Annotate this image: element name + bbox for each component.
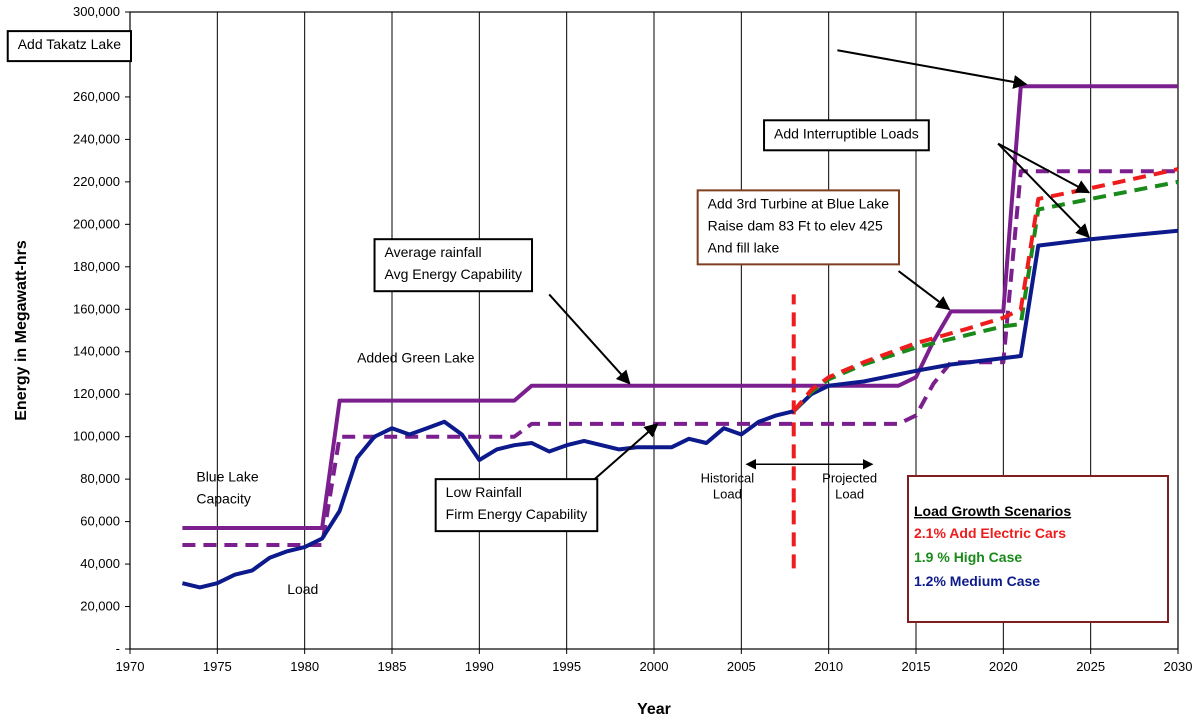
x-tick-label: 1975 <box>203 659 232 674</box>
annotation-text: Load <box>835 486 864 501</box>
annotation-text: Low Rainfall <box>446 484 522 500</box>
plot-frame <box>129 11 1179 650</box>
x-tick-label: 2010 <box>814 659 843 674</box>
annotation-text: Average rainfall <box>385 244 482 260</box>
annotation-load: Load <box>287 581 318 597</box>
x-axis-title: Year <box>637 701 671 718</box>
annotation-arrow <box>548 293 631 385</box>
annotation-arrow <box>837 49 1028 89</box>
x-tick-label: 1995 <box>552 659 581 674</box>
y-tick-label: 20,000 <box>80 599 120 614</box>
x-tick-label: 2025 <box>1076 659 1105 674</box>
series-line-load-historical <box>181 409 795 590</box>
annotation-text: Firm Energy Capability <box>446 506 588 522</box>
y-tick-label: 140,000 <box>73 344 120 359</box>
series <box>181 84 1179 590</box>
y-tick-label: 300,000 <box>73 4 120 19</box>
annotation-takatz: Add Takatz Lake <box>6 30 132 63</box>
annotation-turbine: Add 3rd Turbine at Blue Lake Raise dam 83… <box>696 189 901 266</box>
annotation-green-lake: Added Green Lake <box>357 349 475 365</box>
annotation-arrow <box>593 423 659 480</box>
series-line-high-case <box>792 179 1179 413</box>
y-axis-title: Energy in Megawatt-hrs <box>13 240 30 421</box>
legend-item: 2.1% Add Electric Cars <box>914 525 1066 541</box>
annotation-text: Load <box>287 581 318 597</box>
x-tick-label: 1985 <box>378 659 407 674</box>
axes: 1970 1975 1980 1985 1990 1995 2000 2005 2010 2015… <box>13 4 1192 718</box>
annotation-text: Avg Energy Capability <box>385 266 522 282</box>
series-line-medium-case <box>792 228 1179 413</box>
series-line-avg-capability <box>182 84 1178 530</box>
legend-item: 1.2% Medium Case <box>914 573 1040 589</box>
y-tick-label: 240,000 <box>73 131 120 146</box>
annotations: Add Takatz Lake Add Interruptible Loads Ad… <box>6 30 1091 597</box>
annotation-box <box>434 478 599 533</box>
annotation-avg-rainfall: Average rainfall Avg Energy Capability <box>373 238 534 293</box>
annotation-text: Add Interruptible Loads <box>774 125 919 141</box>
annotation-text: Capacity <box>196 490 250 506</box>
legend: Load Growth Scenarios 2.1% Add Electric C… <box>907 475 1169 623</box>
annotation-arrow <box>997 142 1091 194</box>
y-tick-label: 260,000 <box>73 89 120 104</box>
y-tick-label: 60,000 <box>80 514 120 529</box>
annotation-box <box>6 30 132 63</box>
x-tick-label: 1980 <box>290 659 319 674</box>
x-tick-label: 2020 <box>989 659 1018 674</box>
annotation-text: Add Takatz Lake <box>18 36 121 52</box>
x-tick-label: 2000 <box>640 659 669 674</box>
annotation-text: Load <box>713 486 742 501</box>
legend-box <box>907 475 1169 623</box>
annotation-text: Added Green Lake <box>357 349 475 365</box>
legend-item: 1.9 % High Case <box>914 549 1022 565</box>
x-tick-label: 1970 <box>116 659 145 674</box>
y-tick-label: 220,000 <box>73 174 120 189</box>
y-tick-label: - <box>116 641 120 656</box>
y-tick-label: 40,000 <box>80 556 120 571</box>
annotation-text: Raise dam 83 Ft to elev 425 <box>708 217 883 233</box>
annotation-box <box>696 189 901 266</box>
annotation-blue-lake: Blue Lake Capacity <box>196 468 258 506</box>
y-tick-label: 120,000 <box>73 386 120 401</box>
annotation-text: And fill lake <box>708 239 780 255</box>
annotation-interruptible: Add Interruptible Loads <box>763 119 930 152</box>
annotation-text: Blue Lake <box>196 468 258 484</box>
y-tick-label: 180,000 <box>73 259 120 274</box>
x-tick-label: 2030 <box>1164 659 1193 674</box>
x-tick-label: 1990 <box>465 659 494 674</box>
annotation-box <box>763 119 930 152</box>
annotation-arrow <box>997 142 1090 239</box>
annotation-text: Add 3rd Turbine at Blue Lake <box>708 195 890 211</box>
x-tick-label: 2005 <box>727 659 756 674</box>
annotation-box <box>373 238 534 293</box>
series-line-electric-cars <box>792 167 1179 413</box>
annotation-text: Historical <box>701 470 755 485</box>
y-tick-label: 100,000 <box>73 429 120 444</box>
series-line-firm-capability <box>182 169 1178 547</box>
y-tick-label: 160,000 <box>73 301 120 316</box>
annotation-low-rainfall: Low Rainfall Firm Energy Capability <box>434 478 599 533</box>
legend-title: Load Growth Scenarios <box>914 503 1071 519</box>
annotation-arrow <box>897 270 951 311</box>
annotation-text: Projected <box>822 470 877 485</box>
x-tick-label: 2015 <box>902 659 931 674</box>
y-tick-label: 80,000 <box>80 471 120 486</box>
y-tick-label: 200,000 <box>73 216 120 231</box>
